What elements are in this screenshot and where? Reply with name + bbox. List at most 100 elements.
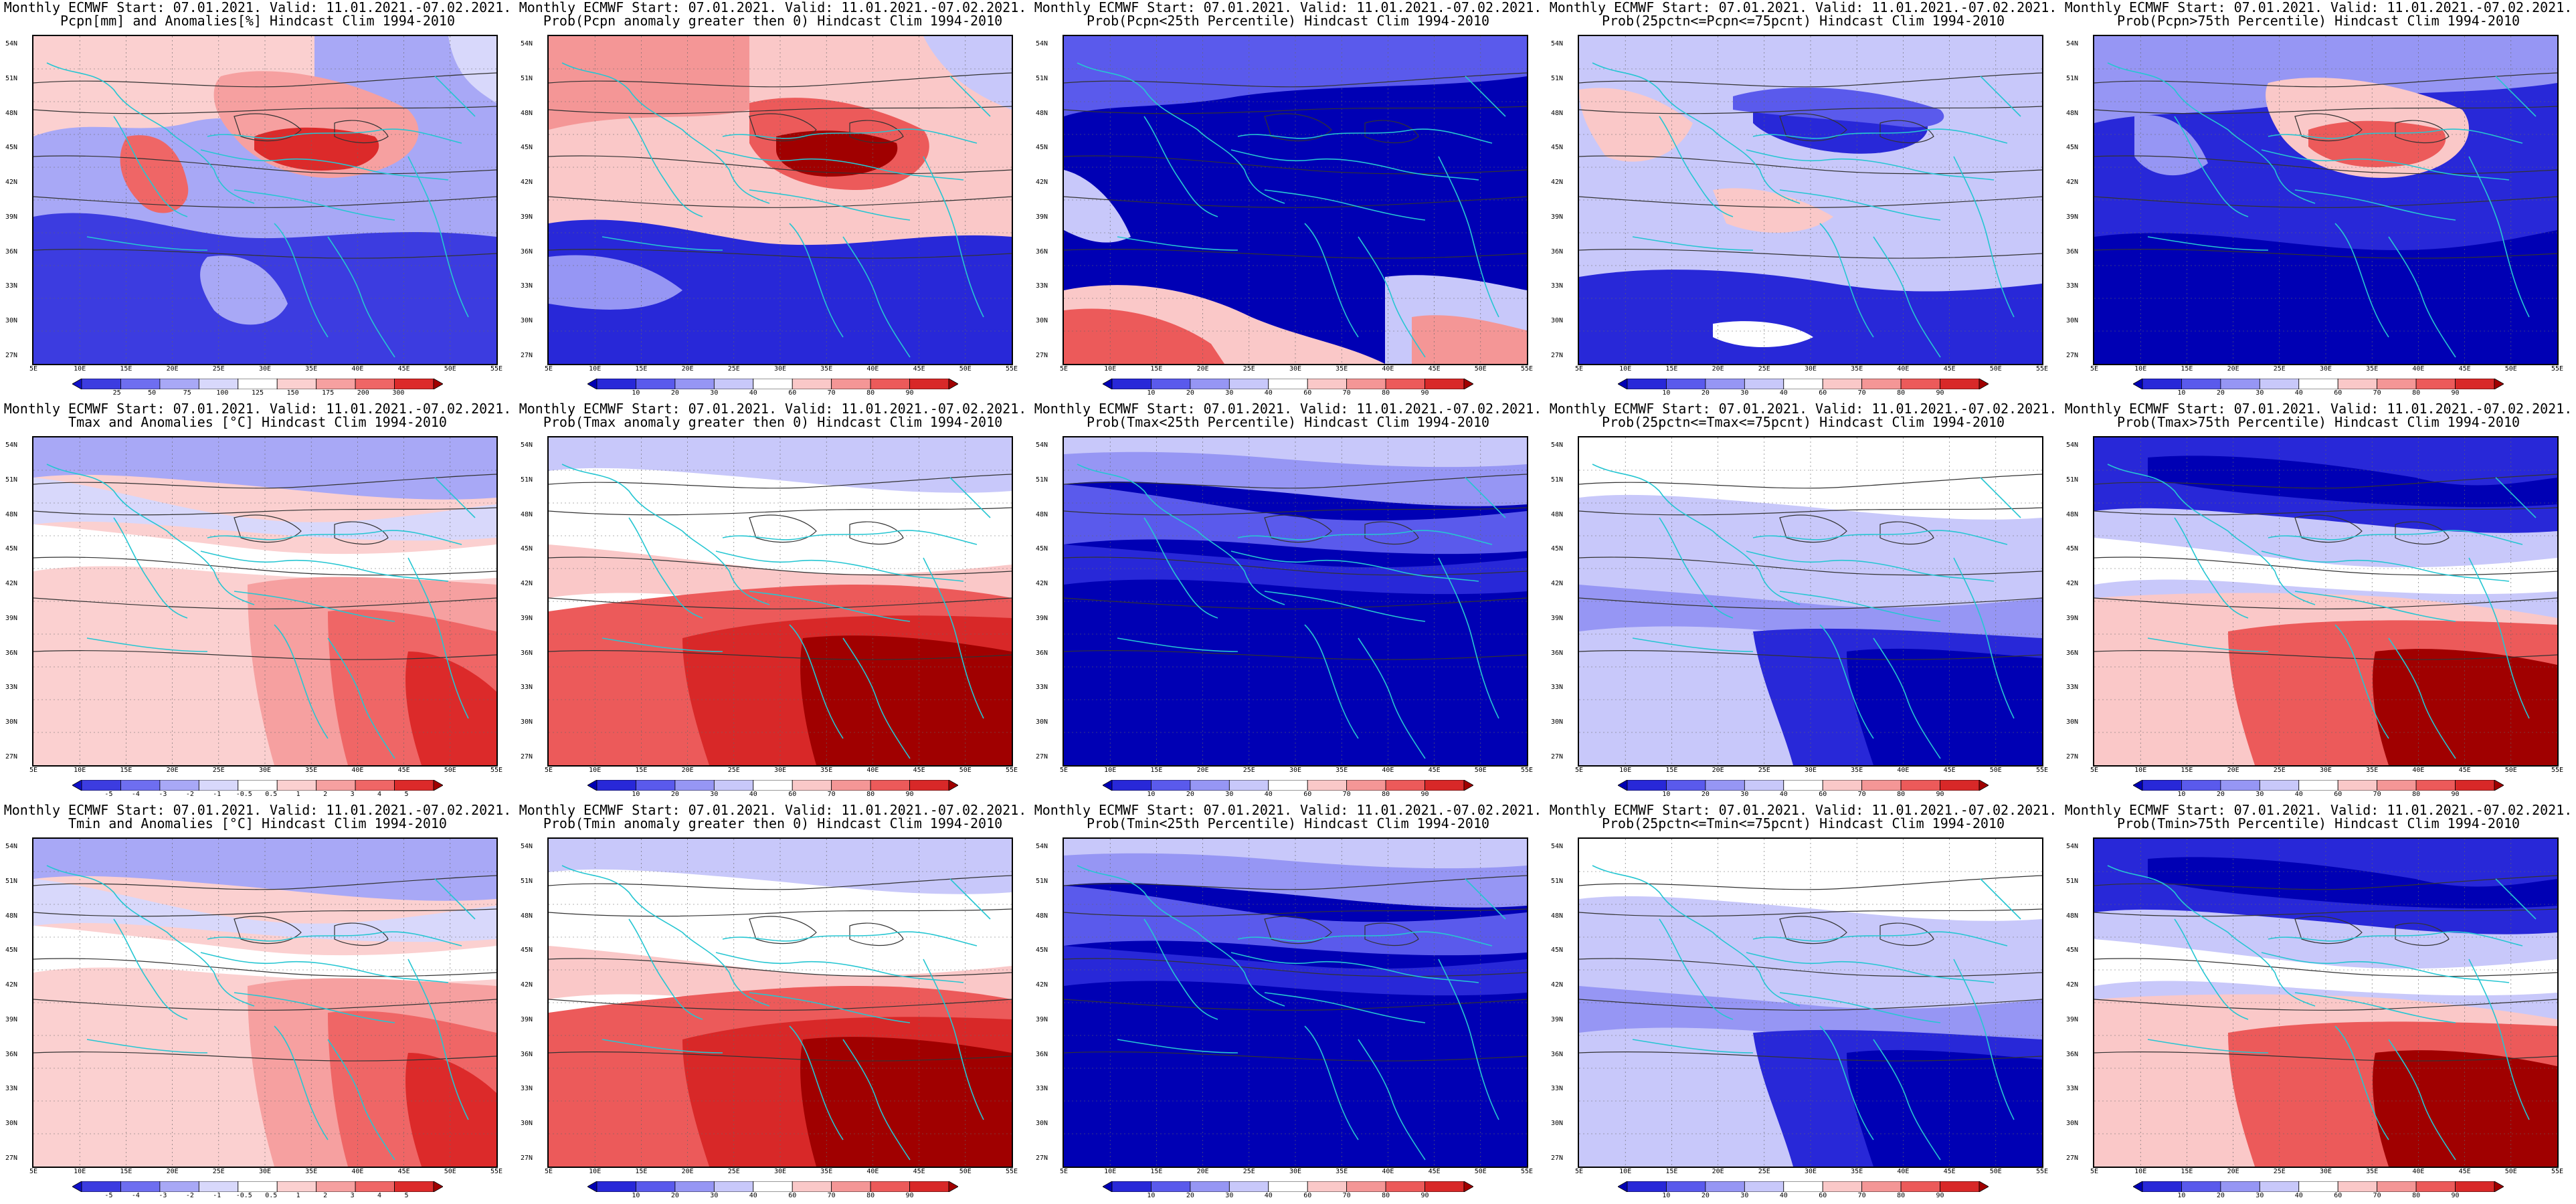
colorbar-cell xyxy=(238,379,278,389)
coastline xyxy=(2174,517,2249,619)
lon-tick-label: 5E xyxy=(544,365,553,373)
lat-tick-label: 51N xyxy=(1551,74,1564,82)
coastline xyxy=(1230,952,1479,983)
colorbar-tick-label: 10 xyxy=(1662,1192,1671,1199)
coastline xyxy=(46,62,255,204)
colorbar-cell xyxy=(2220,780,2260,791)
contour-line xyxy=(1579,958,2042,977)
colorbar xyxy=(72,780,443,791)
coastline xyxy=(2294,992,2456,1023)
coastline xyxy=(628,116,703,217)
coastline xyxy=(2147,236,2269,251)
lon-tick-label: 40E xyxy=(1897,1168,1910,1175)
panel-title-line2: Prob(25pctn<=Tmax<=75pcnt) Hindcast Clim… xyxy=(1601,414,2005,430)
lon-tick-label: 45E xyxy=(913,1168,925,1175)
colorbar-cell xyxy=(1940,780,1980,791)
map-plot-area xyxy=(1578,837,2043,1168)
colorbar-tick-label: 70 xyxy=(2373,389,2381,397)
colorbar-tick-label: 80 xyxy=(866,1192,875,1199)
lon-tick-label: 45E xyxy=(1428,767,1441,774)
lon-tick-label: 40E xyxy=(866,1168,879,1175)
coastline xyxy=(923,959,984,1120)
panel-title-line2: Tmax and Anomalies [°C] Hindcast Clim 19… xyxy=(68,414,447,430)
shaded-region xyxy=(1064,437,1527,468)
lat-tick-label: 48N xyxy=(1551,912,1564,920)
panel-title-line2: Pcpn[mm] and Anomalies[%] Hindcast Clim … xyxy=(60,13,455,29)
coastline xyxy=(2268,931,2523,946)
colorbar-tick-label: 70 xyxy=(1342,389,1351,397)
lat-tick-label: 54N xyxy=(1551,40,1564,47)
colorbar-tick-label: 80 xyxy=(1382,389,1390,397)
colorbar-tick-label: 30 xyxy=(710,1192,719,1199)
colorbar-tick-label: -2 xyxy=(185,791,194,798)
forecast-panel: Monthly ECMWF Start: 07.01.2021. Valid: … xyxy=(1030,401,1546,803)
coastline xyxy=(1953,557,2015,719)
colorbar-cell xyxy=(753,780,793,791)
colorbar-tick-label: 2 xyxy=(323,1192,328,1199)
lon-tick-label: 50E xyxy=(959,767,972,774)
colorbar-cell xyxy=(355,379,395,389)
colorbar-cell xyxy=(1307,379,1348,389)
coastline xyxy=(1465,76,1506,117)
lat-tick-label: 33N xyxy=(1036,1085,1048,1093)
lon-tick-label: 55E xyxy=(490,767,503,774)
panel-title-line2: Prob(25pctn<=Tmin<=75pcnt) Hindcast Clim… xyxy=(1601,815,2005,831)
lon-tick-label: 10E xyxy=(74,365,86,373)
contour-line xyxy=(1064,1051,1527,1062)
colorbar-cell xyxy=(1111,379,1152,389)
contour-line xyxy=(1779,113,1847,142)
lon-tick-label: 40E xyxy=(351,365,364,373)
lat-tick-label: 42N xyxy=(521,580,533,588)
forecast-panel: Monthly ECMWF Start: 07.01.2021. Valid: … xyxy=(515,401,1030,803)
lon-tick-label: 40E xyxy=(866,365,879,373)
coastline xyxy=(2495,477,2537,518)
colorbar-tick-label: 90 xyxy=(1936,791,1944,798)
colorbar-tick-label: 30 xyxy=(2256,389,2264,397)
lon-tick-label: 45E xyxy=(1943,365,1956,373)
lat-tick-label: 36N xyxy=(1036,1050,1048,1058)
lat-tick-label: 51N xyxy=(1036,877,1048,885)
contour-line xyxy=(1064,875,1527,890)
coastline xyxy=(327,637,395,759)
colorbar-cell xyxy=(1705,1181,1745,1192)
colorbar-cell xyxy=(909,1181,949,1192)
coastline xyxy=(1659,517,1734,619)
colorbar-cell xyxy=(1627,780,1667,791)
colorbar-cell xyxy=(2181,780,2221,791)
lat-tick-label: 45N xyxy=(521,144,533,152)
lat-tick-label: 39N xyxy=(1036,614,1048,622)
contour-line xyxy=(1579,106,2042,114)
coastline xyxy=(2334,624,2389,739)
lon-tick-label: 20E xyxy=(681,1168,694,1175)
colorbar-cell xyxy=(2337,780,2378,791)
shaded-region xyxy=(1412,315,1527,364)
coastline xyxy=(2495,878,2537,920)
colorbar-cell xyxy=(1151,1181,1191,1192)
panel-title-line1: Monthly ECMWF Start: 07.01.2021. Valid: … xyxy=(519,401,1027,417)
colorbar-cell xyxy=(1103,780,1113,791)
colorbar-tick-label: 30 xyxy=(710,791,719,798)
lat-tick-label: 39N xyxy=(2066,213,2079,221)
colorbar-cell xyxy=(1783,379,1823,389)
lat-tick-label: 27N xyxy=(2066,352,2079,359)
colorbar-cell xyxy=(1627,1181,1667,1192)
colorbar-cell xyxy=(2415,1181,2456,1192)
colorbar-cell xyxy=(587,780,597,791)
colorbar-cell xyxy=(1900,1181,1940,1192)
colorbar-cell xyxy=(2455,1181,2495,1192)
colorbar-tick-label: 90 xyxy=(2451,389,2460,397)
colorbar-cell xyxy=(120,780,161,791)
colorbar-cell xyxy=(159,379,199,389)
lon-tick-label: 20E xyxy=(166,767,179,774)
colorbar-cell xyxy=(909,780,949,791)
colorbar-cell xyxy=(1979,780,1989,791)
lat-tick-label: 42N xyxy=(1551,580,1564,588)
contour-line xyxy=(2094,72,2557,88)
lon-tick-label: 20E xyxy=(1712,767,1724,774)
colorbar-tick-label: 90 xyxy=(1936,1192,1944,1199)
colorbar-cell xyxy=(1861,780,1902,791)
coastline xyxy=(207,530,462,545)
coastline xyxy=(602,1039,723,1054)
panel-title-line1: Monthly ECMWF Start: 07.01.2021. Valid: … xyxy=(1034,0,1542,15)
contour-line xyxy=(1364,521,1419,544)
